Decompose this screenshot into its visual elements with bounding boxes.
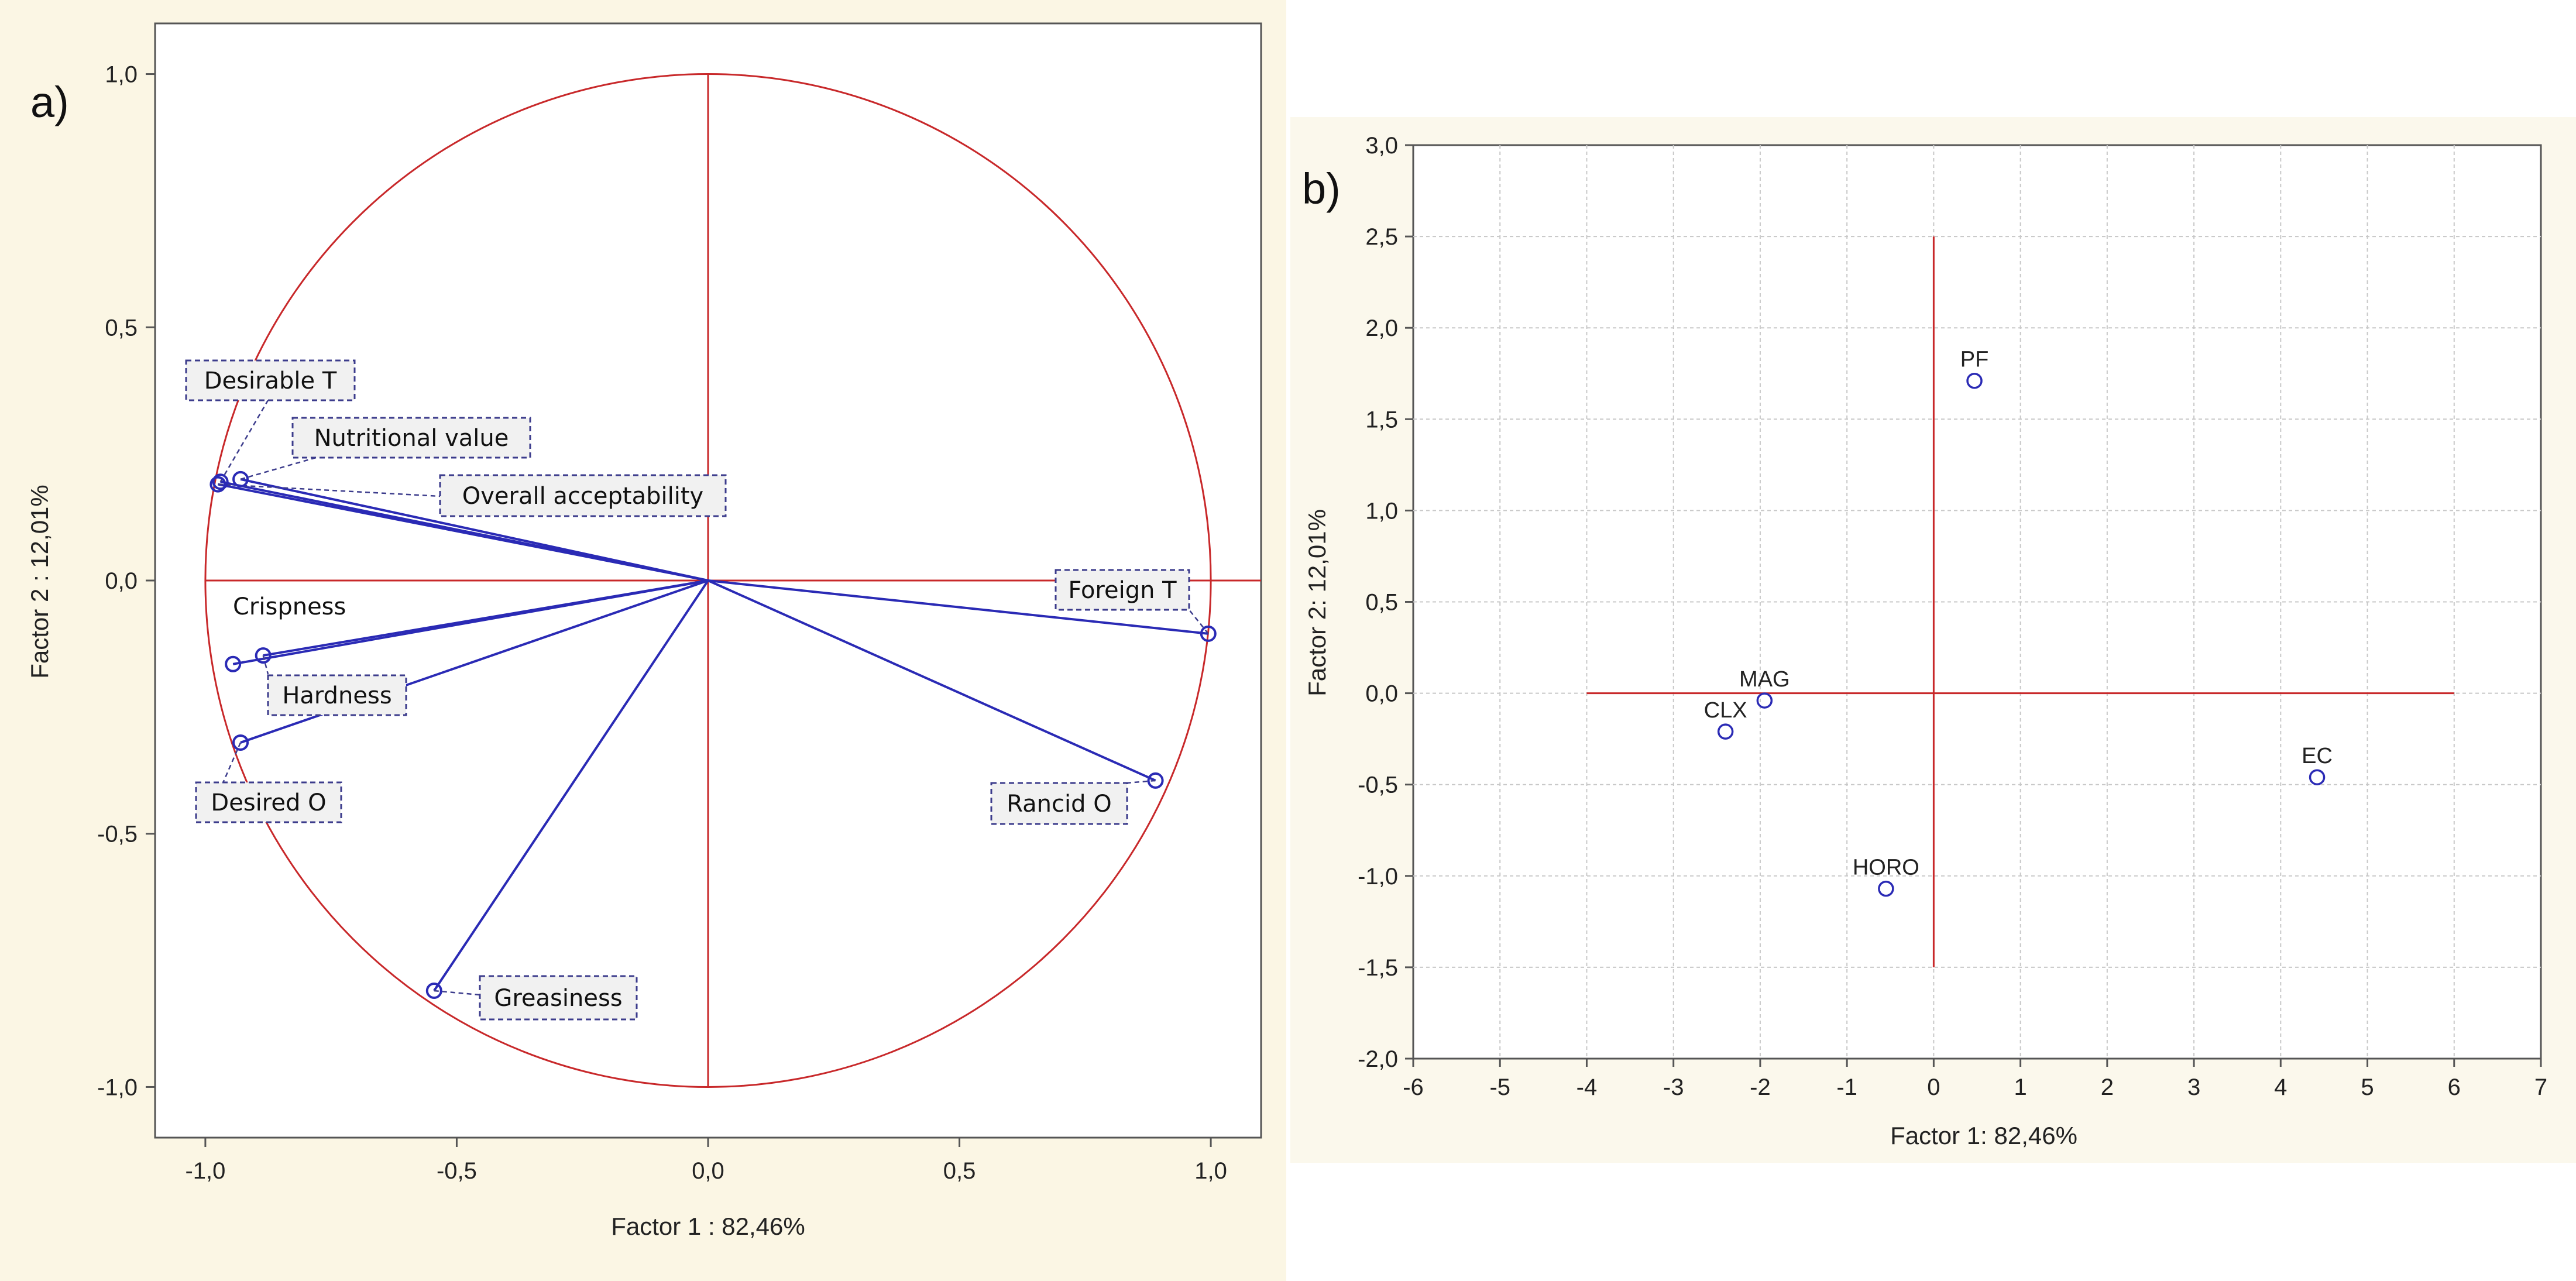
x-tick-label: 6 xyxy=(2448,1074,2461,1100)
panel-b-x-axis-label: Factor 1: 82,46% xyxy=(1890,1122,2077,1149)
vector-greasiness xyxy=(433,579,709,992)
leader-hardness xyxy=(262,655,269,675)
x-tick-label: 1 xyxy=(2014,1074,2027,1100)
panel-b-reference xyxy=(1586,236,2454,967)
point-label-pf: PF xyxy=(1960,348,1989,372)
vector-hardness xyxy=(263,579,709,657)
y-tick-label: -0,5 xyxy=(97,822,138,847)
y-tick-label: 2,0 xyxy=(1365,315,1398,341)
x-tick-label: -1,0 xyxy=(185,1158,225,1184)
y-tick-label: -1,5 xyxy=(1358,955,1398,981)
label-box-desired-o xyxy=(195,781,342,823)
y-tick-label: -2,0 xyxy=(1358,1046,1398,1072)
panel-a-variable-labels: Desirable T Nutritional value Overall acce… xyxy=(185,359,1190,1021)
x-tick-label: 0 xyxy=(1927,1074,1940,1100)
vector-foreign-t xyxy=(707,579,1209,635)
vector-overall-acceptability xyxy=(218,483,709,582)
x-tick-label: -5 xyxy=(1489,1074,1510,1100)
label-box-hardness xyxy=(267,674,407,716)
marker-overall-acceptability xyxy=(209,476,226,493)
label-box-desirable-t xyxy=(185,359,356,401)
point-label-horo: HORO xyxy=(1853,856,1919,880)
x-tick-label: 2 xyxy=(2101,1074,2114,1100)
point-clx xyxy=(1717,723,1734,740)
panel-a-markers xyxy=(209,470,1217,1000)
panel-a-leader-lines xyxy=(218,400,1209,996)
label-box-overall-acceptability xyxy=(439,474,727,517)
label-desired-o: Desired O xyxy=(211,789,326,816)
panel-a-x-axis-label: Factor 1 : 82,46% xyxy=(611,1213,805,1240)
label-greasiness: Greasiness xyxy=(494,985,622,1012)
label-foreign-t: Foreign T xyxy=(1068,577,1177,604)
x-tick-label: -6 xyxy=(1403,1074,1424,1100)
panel-b-x-ticks: -6 -5 -4 -3 -2 -1 0 1 2 3 4 5 6 7 xyxy=(1403,1059,2547,1100)
panel-b: PF MAG CLX EC HORO -6 -5 -4 -3 -2 -1 0 1 2 3 4 5 6 7 3,0 2… xyxy=(1290,117,2576,1163)
point-horo xyxy=(1878,880,1894,897)
marker-desired-o xyxy=(232,734,249,751)
point-label-mag: MAG xyxy=(1739,667,1790,692)
panel-b-points: PF MAG CLX EC HORO xyxy=(1704,348,2333,897)
label-box-nutritional-value xyxy=(291,417,531,459)
x-tick-label: -2 xyxy=(1750,1074,1771,1100)
label-crispness: Crispness xyxy=(233,593,346,620)
point-label-ec: EC xyxy=(2302,744,2333,768)
panel-b-letter: b) xyxy=(1302,164,1341,213)
x-tick-label: 0,0 xyxy=(692,1158,724,1184)
label-overall-acceptability: Overall acceptability xyxy=(462,483,703,510)
leader-overall-acceptability xyxy=(218,483,441,497)
label-box-rancid-o xyxy=(990,782,1128,825)
label-nutritional-value: Nutritional value xyxy=(314,425,509,452)
panel-b-y-axis-label: Factor 2: 12,01% xyxy=(1303,509,1331,696)
marker-desirable-t xyxy=(212,473,229,490)
x-tick-label: 1,0 xyxy=(1194,1158,1227,1184)
panel-b-grid xyxy=(1413,145,2541,1059)
marker-rancid-o xyxy=(1147,772,1164,789)
marker-foreign-t xyxy=(1200,625,1217,642)
y-tick-label: 0,0 xyxy=(1365,681,1398,707)
vector-nutritional-value xyxy=(240,478,709,582)
label-desirable-t: Desirable T xyxy=(204,368,337,394)
marker-crispness xyxy=(225,655,242,672)
x-tick-label: 4 xyxy=(2274,1074,2287,1100)
x-tick-label: -0,5 xyxy=(437,1158,477,1184)
y-tick-label: 1,0 xyxy=(105,62,138,88)
leader-foreign-t xyxy=(1189,609,1209,634)
x-tick-label: 7 xyxy=(2534,1074,2547,1100)
panel-a-x-ticks: -1,0 -0,5 0,0 0,5 1,0 xyxy=(185,1138,1227,1184)
panel-a: Desirable T Nutritional value Overall acce… xyxy=(0,0,1286,1281)
panel-b-y-ticks: 3,0 2,5 2,0 1,5 1,0 0,5 0,0 -0,5 -1,0 -1,5 -2,0 xyxy=(1358,133,1413,1072)
y-tick-label: -1,0 xyxy=(97,1074,138,1100)
x-tick-label: -1 xyxy=(1836,1074,1857,1100)
y-tick-label: -0,5 xyxy=(1358,772,1398,798)
marker-nutritional-value xyxy=(232,470,249,487)
vector-rancid-o xyxy=(707,579,1156,782)
point-ec xyxy=(2309,769,2326,785)
x-tick-label: 3 xyxy=(2187,1074,2200,1100)
y-tick-label: 0,5 xyxy=(1365,590,1398,616)
label-box-foreign-t xyxy=(1055,569,1190,611)
x-tick-label: -3 xyxy=(1663,1074,1684,1100)
label-hardness: Hardness xyxy=(282,682,391,709)
y-tick-label: 1,5 xyxy=(1365,407,1398,432)
panel-a-y-axis-label: Factor 2 : 12,01% xyxy=(26,485,53,679)
y-tick-label: 1,0 xyxy=(1365,498,1398,524)
marker-hardness xyxy=(255,647,272,664)
y-tick-label: 0,5 xyxy=(105,315,138,341)
label-box-greasiness xyxy=(479,975,638,1021)
label-rancid-o: Rancid O xyxy=(1007,791,1111,818)
x-tick-label: -4 xyxy=(1576,1074,1598,1100)
point-label-clx: CLX xyxy=(1704,698,1747,723)
y-tick-label: -1,0 xyxy=(1358,864,1398,890)
point-mag xyxy=(1756,692,1773,709)
y-tick-label: 2,5 xyxy=(1365,224,1398,250)
point-pf xyxy=(1966,372,1983,389)
x-tick-label: 0,5 xyxy=(943,1158,976,1184)
y-tick-label: 0,0 xyxy=(105,568,138,594)
marker-greasiness xyxy=(425,983,442,1000)
panel-a-letter: a) xyxy=(30,78,69,126)
x-tick-label: 5 xyxy=(2361,1074,2374,1100)
panel-a-y-ticks: 1,0 0,5 0,0 -0,5 -1,0 xyxy=(97,62,155,1100)
y-tick-label: 3,0 xyxy=(1365,133,1398,159)
